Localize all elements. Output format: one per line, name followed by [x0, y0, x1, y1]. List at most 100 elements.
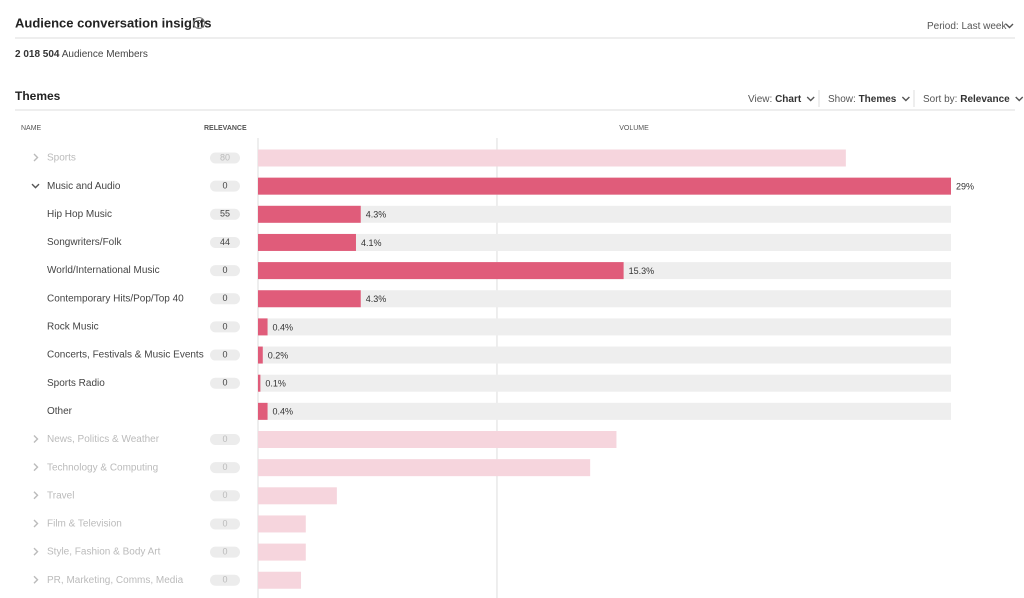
relevance: 0	[222, 181, 227, 191]
volume-label: 4.3%	[366, 210, 387, 220]
section-title: Themes	[15, 89, 61, 103]
relevance-badge	[210, 180, 240, 192]
relevance: 55	[220, 209, 230, 219]
relevance: 0	[222, 265, 227, 275]
bar-track	[258, 233, 951, 251]
relevance-badge	[210, 377, 240, 389]
volume-bar	[258, 262, 624, 280]
relevance-badge	[210, 208, 240, 220]
bar-track	[258, 402, 951, 420]
row-name[interactable]: Film & Television	[47, 519, 122, 530]
control-chevron	[1015, 96, 1024, 102]
relevance-badge	[210, 434, 240, 445]
relevance: 80	[220, 152, 230, 162]
relevance-badge	[210, 293, 240, 305]
volume-label: 4.3%	[366, 294, 387, 304]
expand-chevron[interactable]	[33, 575, 39, 584]
volume-bar	[258, 346, 263, 364]
control[interactable]: View: Chart	[748, 94, 802, 105]
relevance: 44	[220, 237, 230, 247]
control-chevron	[901, 96, 910, 102]
volume-bar	[258, 205, 361, 223]
relevance: 0	[222, 462, 227, 472]
volume-bar	[258, 543, 306, 561]
audience: 2 018 504 Audience Members	[15, 49, 148, 60]
relevance: 0	[222, 490, 227, 500]
relevance-badge	[210, 152, 240, 164]
row-name[interactable]: Music and Audio	[47, 181, 121, 192]
period-chevron	[1005, 23, 1014, 29]
relevance: 0	[222, 575, 227, 585]
relevance-badge	[210, 490, 240, 502]
relevance: 0	[222, 378, 227, 388]
relevance-badge	[210, 546, 240, 558]
row-name: Rock Music	[47, 322, 99, 333]
control-label: Sort by:	[923, 94, 957, 105]
page-title: Audience conversation insights	[15, 15, 212, 30]
relevance-badge	[210, 265, 240, 277]
volume-label: 0.1%	[265, 379, 286, 389]
volume-bar	[258, 571, 302, 589]
volume-bar	[258, 149, 846, 167]
volume-bar	[258, 177, 951, 195]
expand-chevron[interactable]	[33, 463, 39, 472]
control-value: Chart	[775, 94, 802, 105]
expand-chevron[interactable]	[33, 153, 39, 162]
control[interactable]: Sort by: Relevance	[923, 94, 1010, 105]
control-label: Show:	[828, 94, 856, 105]
bar-track	[258, 290, 951, 308]
volume-label: 29%	[956, 182, 974, 192]
row-name[interactable]: Style, Fashion & Body Art	[47, 547, 161, 558]
row-name: Other	[47, 406, 73, 417]
volume-bar	[258, 290, 361, 308]
relevance-badge	[210, 321, 240, 333]
expand-chevron[interactable]	[33, 491, 39, 500]
volume-bar	[258, 374, 261, 392]
row-name: Contemporary Hits/Pop/Top 40	[47, 293, 184, 304]
expand-chevron[interactable]	[33, 519, 39, 528]
row-name: Hip Hop Music	[47, 209, 112, 220]
volume-bar	[258, 459, 591, 477]
bar-track	[258, 205, 951, 223]
control-value: Relevance	[960, 94, 1010, 105]
expand-chevron[interactable]	[33, 547, 39, 556]
relevance-badge	[210, 518, 240, 530]
relevance: 0	[222, 321, 227, 331]
volume-label: 0.4%	[273, 322, 294, 332]
control-value: Themes	[859, 94, 897, 105]
col-name: NAME	[21, 125, 42, 132]
expand-chevron[interactable]	[31, 183, 40, 189]
period-select[interactable]: Period: Last week	[927, 21, 1007, 32]
relevance: 0	[222, 546, 227, 556]
expand-chevron[interactable]	[33, 435, 39, 443]
row-name[interactable]: Travel	[47, 490, 74, 501]
relevance: 0	[222, 434, 227, 444]
relevance-badge	[210, 574, 240, 586]
bar-track	[258, 374, 951, 392]
volume-bar	[258, 515, 306, 533]
col-relevance[interactable]: RELEVANCE	[204, 125, 247, 132]
control-label: View:	[748, 94, 772, 105]
row-name: World/International Music	[47, 265, 160, 276]
volume-label: 4.1%	[361, 238, 382, 248]
volume-bar	[258, 487, 337, 505]
row-name[interactable]: Sports	[47, 153, 76, 164]
volume-bar	[258, 402, 268, 420]
row-name: Concerts, Festivals & Music Events	[47, 350, 204, 361]
col-volume: VOLUME	[619, 125, 649, 132]
volume-label: 15.3%	[629, 266, 655, 276]
help-icon[interactable]	[193, 17, 205, 29]
volume-label: 0.2%	[268, 350, 289, 360]
relevance: 0	[222, 293, 227, 303]
control-chevron	[806, 96, 815, 102]
row-name[interactable]: Technology & Computing	[47, 462, 158, 473]
control[interactable]: Show: Themes	[828, 94, 897, 105]
relevance-badge	[210, 462, 240, 474]
relevance-badge	[210, 236, 240, 248]
relevance: 0	[222, 518, 227, 528]
bar-track	[258, 318, 951, 336]
row-name[interactable]: News, Politics & Weather	[47, 434, 160, 445]
row-name[interactable]: PR, Marketing, Comms, Media	[47, 575, 184, 586]
volume-label: 0.4%	[273, 407, 294, 417]
